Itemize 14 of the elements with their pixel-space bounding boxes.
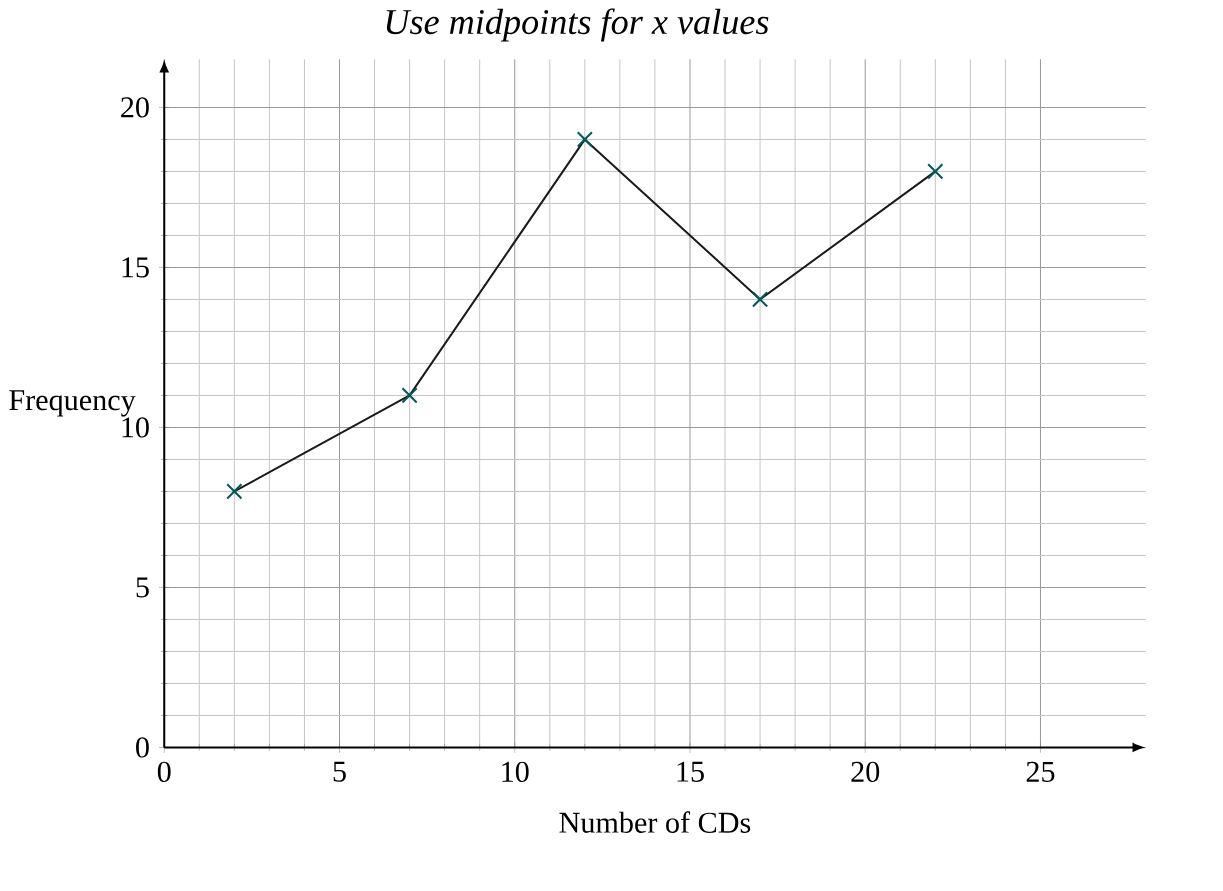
x-tick-label: 0: [157, 761, 171, 783]
x-tick-label: 5: [333, 761, 346, 782]
y-tick-label: 20: [121, 97, 149, 118]
y-tick-label: 15: [122, 257, 149, 278]
y-tick-label: 5: [136, 577, 149, 598]
y-tick-label: 0: [136, 737, 149, 758]
text: Use midpoints for x values: [386, 8, 769, 42]
x-tick-label: 10: [502, 761, 529, 783]
x-tick-label: 15: [677, 761, 704, 783]
y-axis-title: Frequency: [9, 390, 136, 417]
x-tick-label: 20: [851, 761, 880, 783]
x-tick-label: 25: [1026, 761, 1055, 783]
x-axis-title: Number of CDs: [559, 811, 751, 834]
y-tick-label: 10: [122, 417, 149, 438]
